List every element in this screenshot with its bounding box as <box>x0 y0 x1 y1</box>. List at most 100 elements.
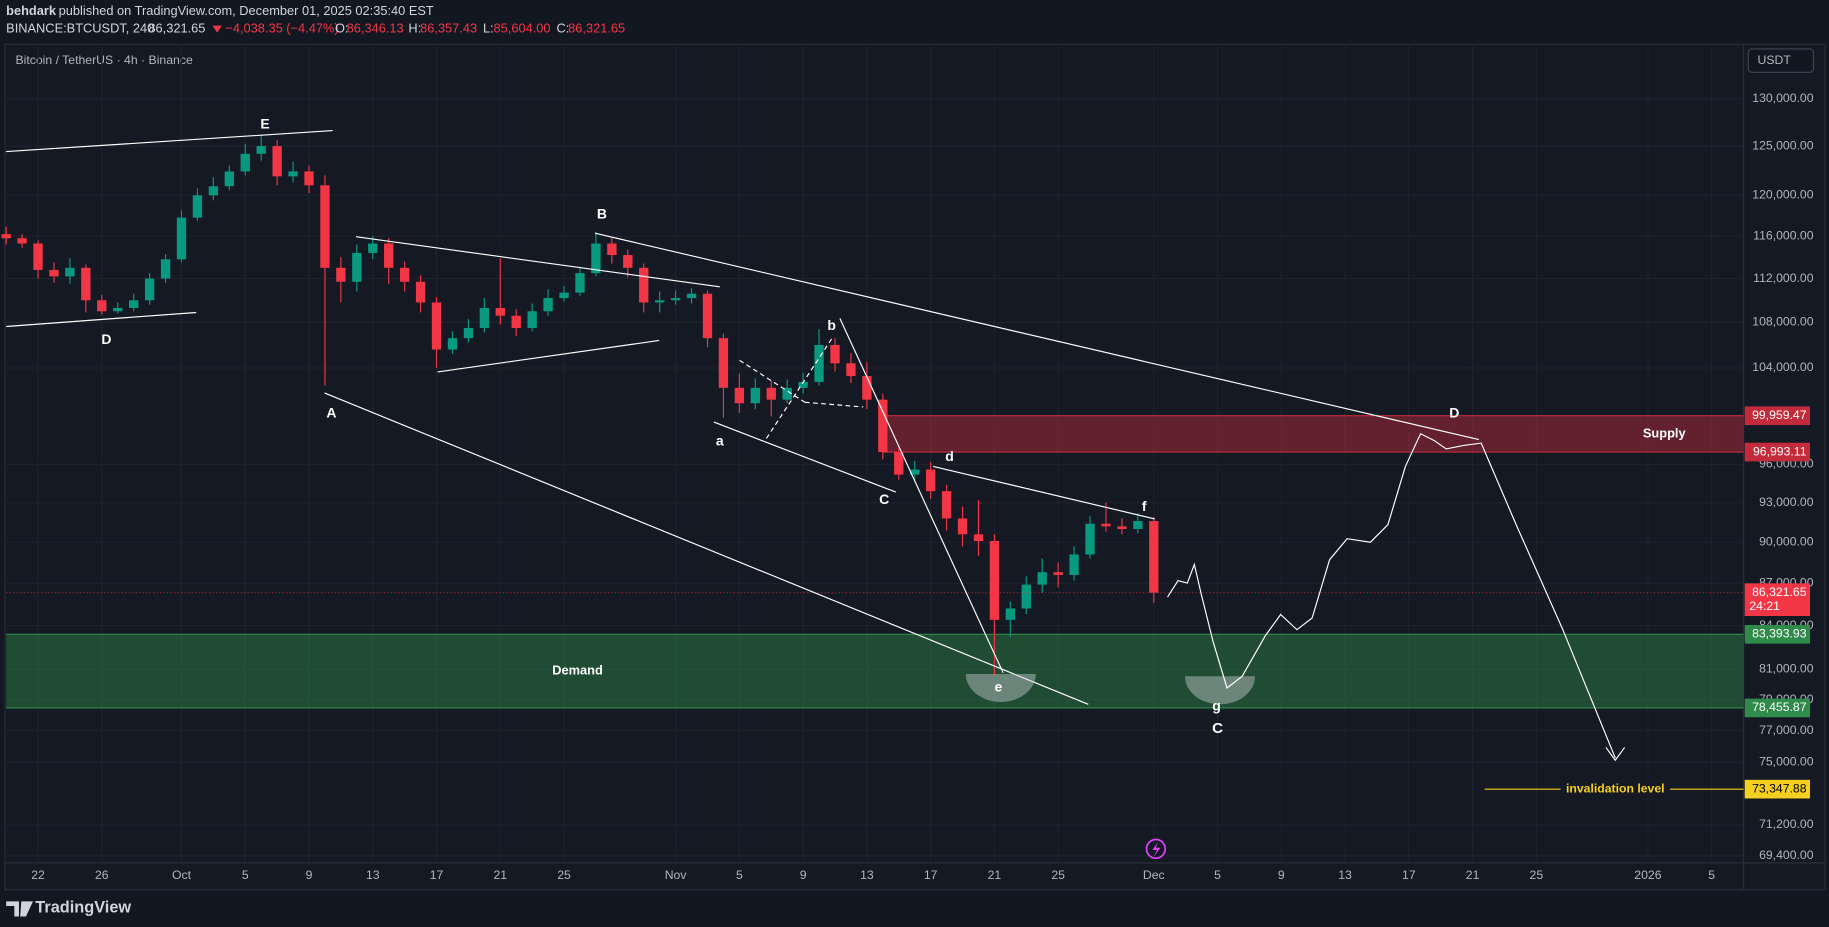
bottom-marker <box>1185 676 1255 705</box>
candle-body <box>941 491 952 519</box>
y-tick-label: 69,400.00 <box>1759 848 1814 862</box>
time-axis: 22 26 Oct 5 9 13 17 21 25 Nov 5 9 13 17 21 25 Dec 5 9 13 17 2… <box>31 868 1715 882</box>
y-tick-label: 108,000.00 <box>1752 315 1813 329</box>
alert-icon-bolt <box>1152 841 1161 858</box>
wave-label: g <box>1212 697 1221 713</box>
candle-body <box>33 243 43 270</box>
ohlc-value: 85,604.00 <box>494 21 551 36</box>
trend-line <box>713 421 897 493</box>
y-tick-label: 112,000.00 <box>1753 271 1814 285</box>
dashed-line <box>765 336 834 439</box>
currency[interactable]: USDT <box>1758 53 1792 67</box>
invalidation-text: invalidation level <box>1566 781 1665 795</box>
candle-body <box>368 243 378 253</box>
trend-line <box>437 339 660 373</box>
candle-body <box>607 243 617 256</box>
x-tick-label: 5 <box>736 868 743 882</box>
candle-body <box>399 267 410 282</box>
drawings <box>6 130 1626 762</box>
zone <box>883 415 1744 453</box>
candle-body <box>1 234 11 239</box>
candle-body <box>862 376 872 400</box>
ohlc-value: 86,321.65 <box>568 21 625 36</box>
candle-body <box>1101 523 1111 527</box>
price-labels: 130,000.00 125,000.00 120,000.00 116,000.00… <box>1744 91 1814 862</box>
candle-body <box>1117 526 1127 530</box>
candle-body <box>160 259 171 279</box>
candle-body <box>431 302 442 350</box>
ohlc-label: O: <box>335 21 349 36</box>
candle-body <box>288 171 298 177</box>
candle-body <box>814 344 824 382</box>
x-tick-label: 5 <box>1708 868 1715 882</box>
x-tick-label: Oct <box>172 868 192 882</box>
ohlc-value: 86,357.43 <box>420 21 477 36</box>
candle-body <box>734 387 745 404</box>
ohlc-label: C: <box>557 21 570 36</box>
grid <box>6 44 1744 863</box>
publisher: behdark <box>6 3 57 18</box>
wave-label: f <box>1142 498 1147 514</box>
candle-body <box>129 300 139 308</box>
ohlc-value: 86,346.13 <box>347 21 404 36</box>
candle-body <box>782 387 792 400</box>
wave-label: a <box>716 433 724 449</box>
countdown: 24:21 <box>1749 599 1780 613</box>
candle-body <box>463 327 474 339</box>
x-tick-label: 9 <box>800 868 807 882</box>
price-label: 73,347.88 <box>1752 781 1807 795</box>
change: −4,038.35 (−4.47%) <box>225 21 338 36</box>
candle-body <box>925 469 936 492</box>
x-tick-label: 22 <box>31 868 45 882</box>
candle-body <box>495 307 505 316</box>
candle-body <box>1133 521 1143 530</box>
wave-label: B <box>597 205 607 221</box>
y-tick-label: 93,000.00 <box>1759 495 1814 509</box>
ohlc-label: L: <box>483 21 494 36</box>
symbol: BINANCE:BTCUSDT, 240 <box>6 21 154 36</box>
ohlc-label: H: <box>408 21 421 36</box>
x-tick-label: 21 <box>1466 868 1480 882</box>
price-label: 78,455.87 <box>1752 700 1807 714</box>
price-label-bg <box>1744 698 1811 718</box>
currency-button[interactable] <box>1747 48 1815 73</box>
candle-body <box>543 298 553 312</box>
candle-body <box>415 281 426 303</box>
candle-body <box>702 293 713 339</box>
candle-body <box>894 451 904 475</box>
last: 86,321.65 <box>148 21 205 36</box>
dashed-line <box>804 401 864 408</box>
x-tick-label: 17 <box>924 868 938 882</box>
wave-label: D <box>101 331 111 347</box>
candle-body <box>846 363 856 377</box>
candle-body <box>320 185 330 268</box>
price-label-bg <box>1744 624 1811 644</box>
trend-line <box>6 311 197 328</box>
candle-body <box>559 292 569 299</box>
candle-body <box>224 171 234 187</box>
candle-body <box>17 238 27 244</box>
x-tick-label: 21 <box>493 868 507 882</box>
x-tick-label: 25 <box>557 868 571 882</box>
x-tick-label: 13 <box>860 868 874 882</box>
candle-body <box>49 269 59 277</box>
trend-line <box>594 232 1479 441</box>
candle-body <box>670 298 681 301</box>
candle-body <box>240 153 250 172</box>
candle-body <box>718 338 729 388</box>
x-tick-label: 21 <box>988 868 1002 882</box>
x-tick-label: 25 <box>1530 868 1544 882</box>
wave-label: b <box>827 317 836 333</box>
candle-body <box>144 278 155 301</box>
zone-label: Demand <box>552 663 603 678</box>
y-tick-label: 77,000.00 <box>1759 723 1814 737</box>
x-tick-label: 13 <box>366 868 380 882</box>
candle-body <box>1005 608 1016 620</box>
trend-line <box>355 236 720 288</box>
alert-icon[interactable] <box>1145 838 1167 860</box>
candle-body <box>352 252 362 282</box>
projection-path <box>1167 432 1616 759</box>
wave-label: E <box>260 115 269 131</box>
